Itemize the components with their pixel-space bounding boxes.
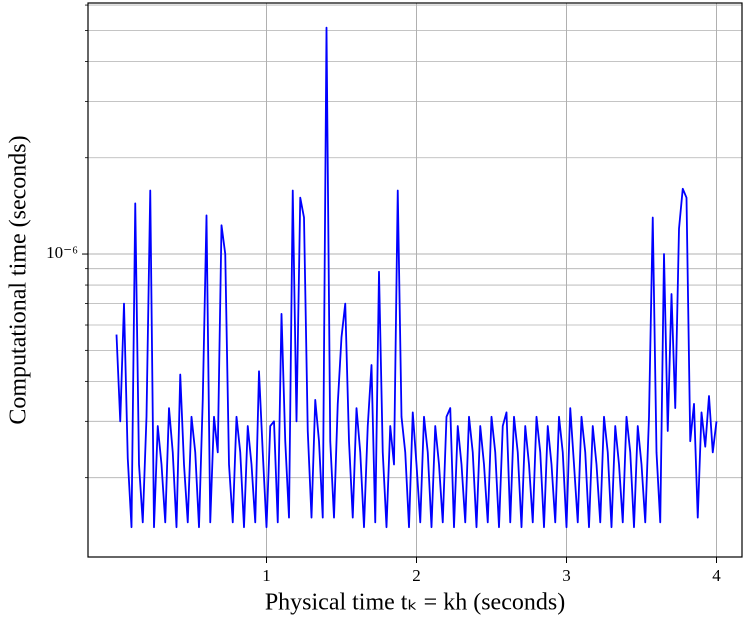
x-tick-label: 1 [262, 566, 271, 585]
y-axis-label: Computational time (seconds) [6, 135, 32, 424]
x-tick-label: 4 [712, 566, 721, 585]
x-tick-label: 2 [412, 566, 421, 585]
plot-frame [87, 2, 743, 558]
x-axis-label: Physical time tₖ = kh (seconds) [265, 590, 565, 616]
x-tick-label: 3 [562, 566, 571, 585]
data-line [115, 26, 718, 529]
y-tick-label: 10⁻⁶ [46, 243, 78, 262]
